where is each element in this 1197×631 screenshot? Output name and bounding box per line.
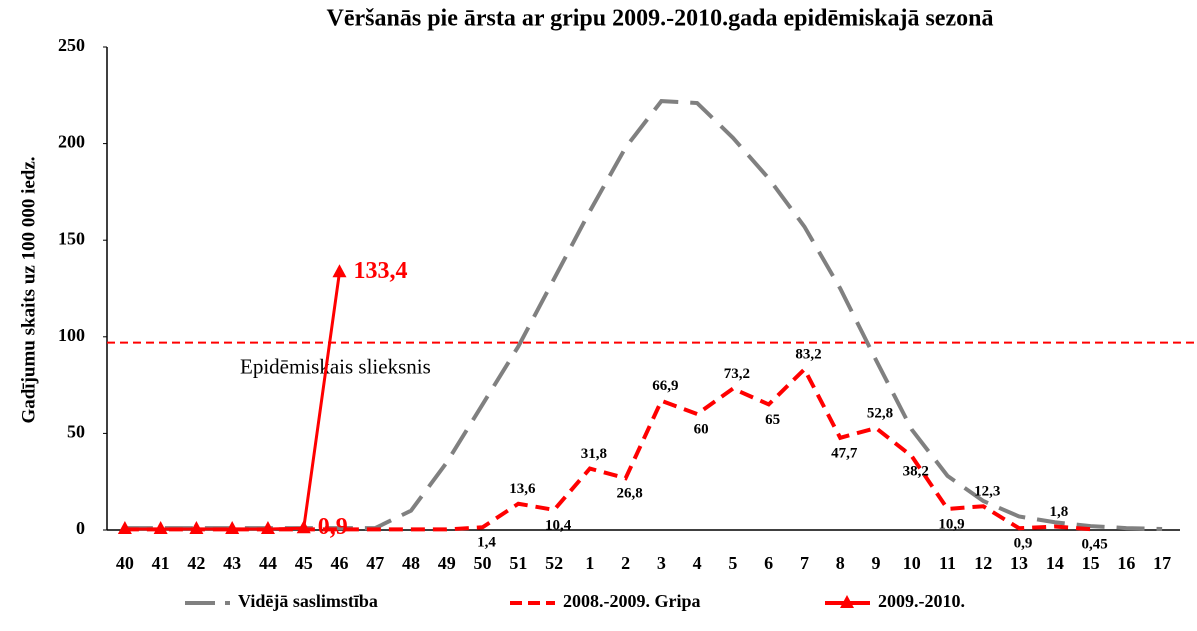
legend-label: 2008.-2009. Gripa — [563, 591, 701, 611]
data-label: 0,45 — [1081, 537, 1107, 553]
x-tick-label: 45 — [295, 553, 313, 573]
x-tick-label: 17 — [1153, 553, 1171, 573]
data-label: 12,3 — [974, 484, 1000, 500]
x-tick-label: 15 — [1082, 553, 1100, 573]
x-tick-label: 49 — [438, 553, 456, 573]
marker — [260, 521, 275, 535]
series-line — [124, 99, 1163, 532]
data-label: 65 — [765, 412, 780, 428]
data-label: 10,9 — [938, 516, 964, 532]
data-label: 0,9 — [1014, 536, 1033, 552]
marker — [189, 521, 204, 535]
x-tick-label: 8 — [836, 553, 845, 573]
x-tick-label: 2 — [621, 553, 630, 573]
x-tick-label: 43 — [223, 553, 241, 573]
x-tick-label: 16 — [1117, 553, 1135, 573]
x-tick-label: 4 — [693, 553, 702, 573]
x-tick-label: 1 — [585, 553, 594, 573]
x-tick-label: 44 — [259, 553, 277, 573]
data-label: 1,4 — [477, 535, 496, 551]
data-label: 133,4 — [353, 258, 407, 284]
x-tick-label: 41 — [152, 553, 170, 573]
data-label: 73,2 — [724, 366, 750, 382]
marker — [296, 520, 311, 534]
data-label: 10,4 — [545, 517, 572, 533]
x-tick-label: 12 — [974, 553, 992, 573]
x-tick-label: 50 — [474, 553, 492, 573]
y-tick-label: 250 — [58, 35, 85, 55]
data-label: 60 — [694, 422, 709, 438]
series-line — [124, 365, 1091, 532]
marker — [332, 264, 347, 278]
data-label: 31,8 — [581, 446, 607, 462]
y-tick-label: 150 — [58, 228, 85, 248]
x-tick-label: 14 — [1046, 553, 1064, 573]
legend-label: 2009.-2010. — [878, 591, 965, 611]
data-label: 47,7 — [831, 445, 858, 461]
y-tick-label: 100 — [58, 325, 85, 345]
x-tick-label: 48 — [402, 553, 420, 573]
x-tick-label: 52 — [545, 553, 563, 573]
x-tick-label: 40 — [116, 553, 134, 573]
marker — [117, 521, 132, 535]
data-label: 83,2 — [795, 347, 821, 363]
x-tick-label: 7 — [800, 553, 809, 573]
y-tick-label: 0 — [76, 518, 85, 538]
marker — [153, 521, 168, 535]
x-tick-label: 51 — [509, 553, 527, 573]
data-label: 26,8 — [616, 486, 642, 502]
x-tick-label: 10 — [903, 553, 921, 573]
x-tick-label: 3 — [657, 553, 666, 573]
y-tick-label: 50 — [67, 422, 85, 442]
series-line — [124, 272, 341, 531]
x-tick-label: 46 — [330, 553, 348, 573]
x-tick-label: 9 — [871, 553, 880, 573]
x-tick-label: 6 — [764, 553, 773, 573]
threshold-label: Epidēmiskais slieksnis — [240, 354, 431, 378]
data-label: 0,9 — [318, 514, 348, 540]
x-tick-label: 47 — [366, 553, 384, 573]
data-label: 13,6 — [509, 481, 536, 497]
x-tick-label: 42 — [187, 553, 205, 573]
y-axis-label: Gadījumu skaits uz 100 000 iedz. — [18, 156, 39, 423]
legend-label: Vidējā saslimstība — [238, 591, 378, 611]
chart-title: Vēršanās pie ārsta ar gripu 2009.-2010.g… — [327, 6, 994, 32]
marker — [225, 521, 240, 535]
y-tick-label: 200 — [58, 132, 85, 152]
x-tick-label: 5 — [728, 553, 737, 573]
data-label: 1,8 — [1049, 504, 1068, 520]
data-label: 52,8 — [867, 405, 893, 421]
data-label: 66,9 — [652, 378, 678, 394]
x-tick-label: 13 — [1010, 553, 1028, 573]
legend-marker — [840, 595, 854, 608]
data-label: 38,2 — [903, 464, 929, 480]
x-tick-label: 11 — [939, 553, 956, 573]
